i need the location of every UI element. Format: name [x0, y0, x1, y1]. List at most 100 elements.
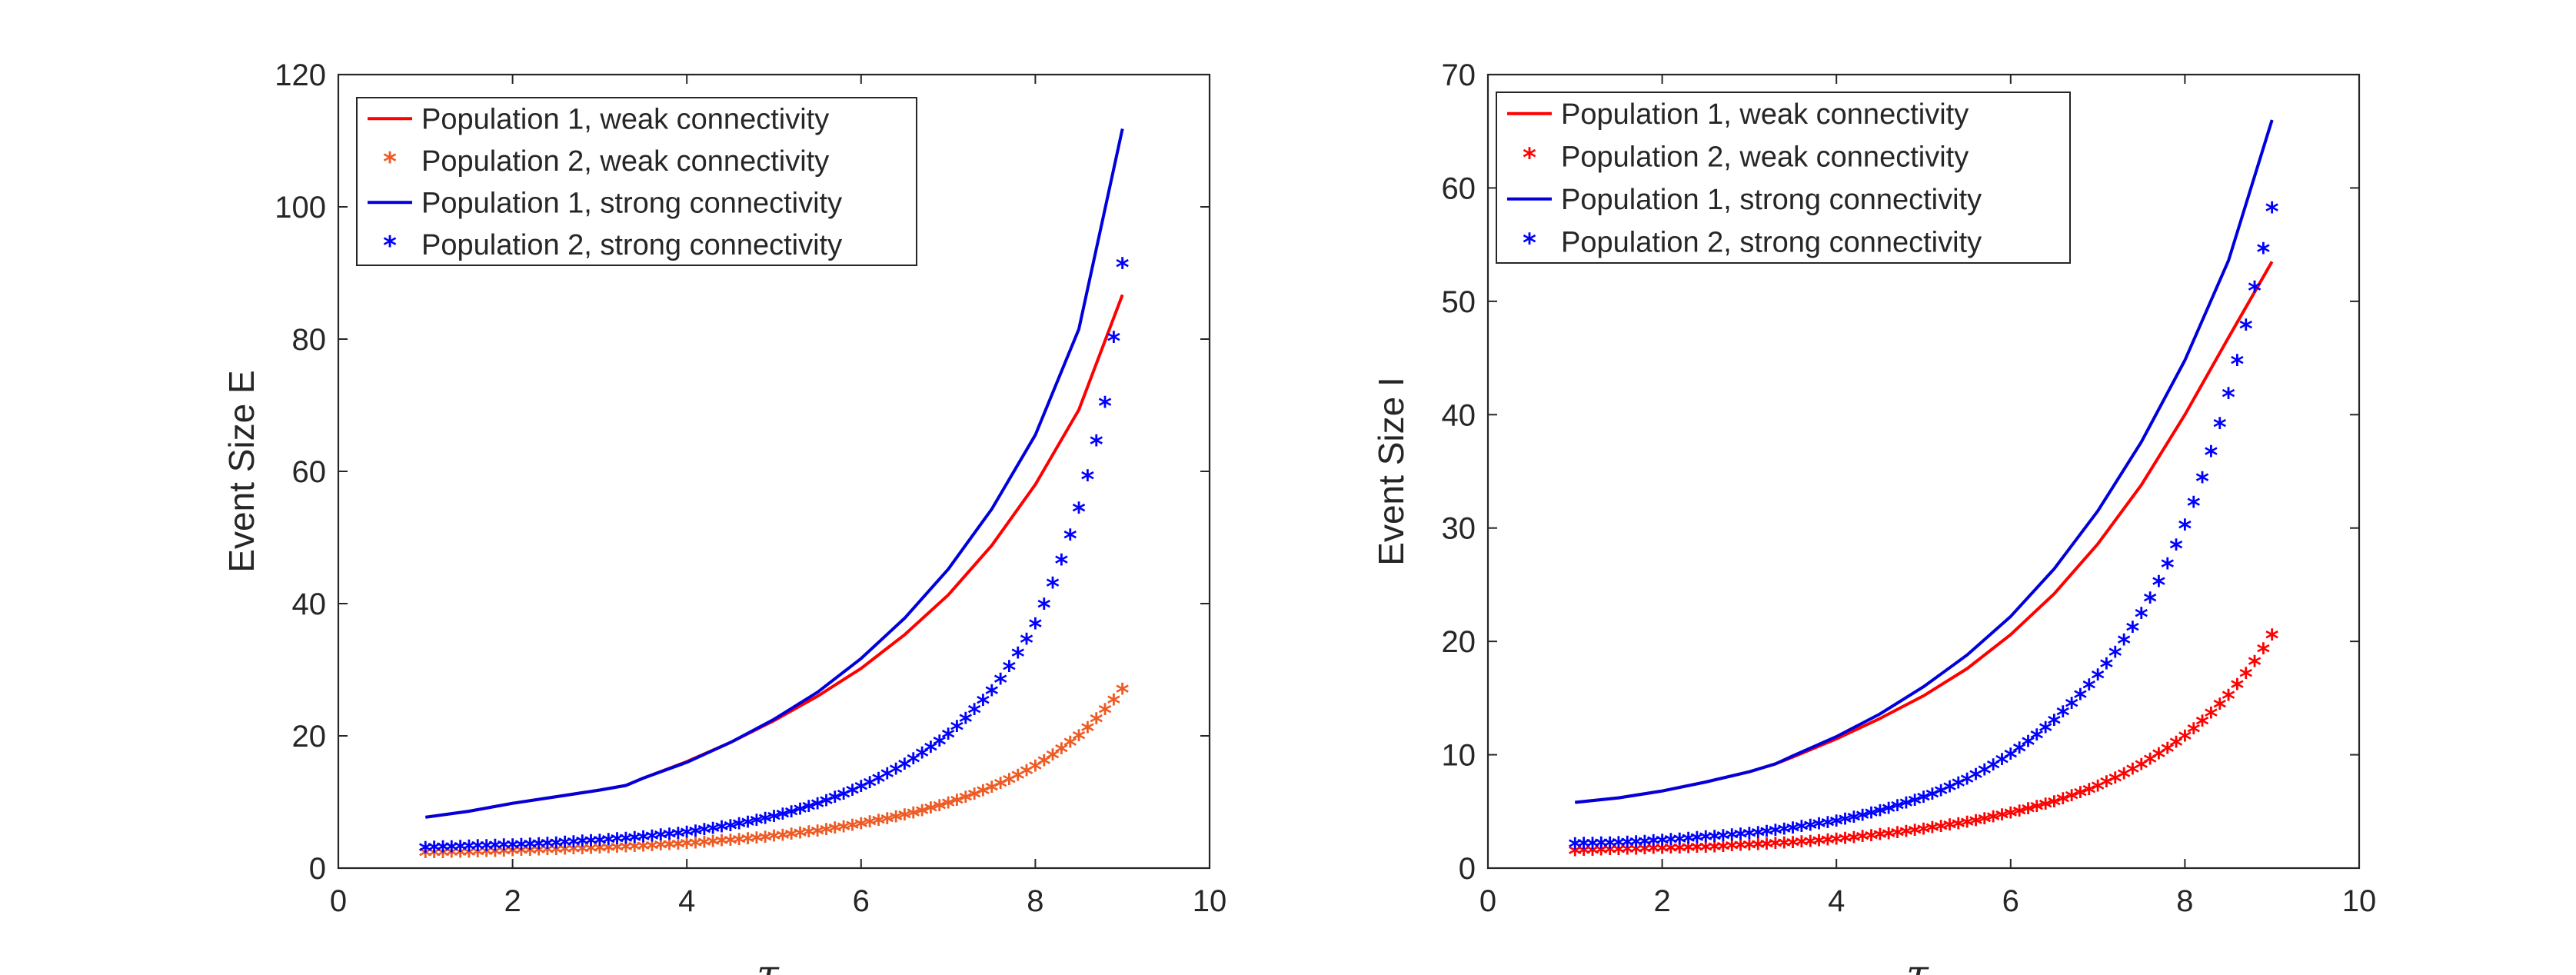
- series-point-0-1-8: *: [488, 840, 502, 871]
- series-point-1-3-28: *: [1812, 813, 1826, 844]
- series-point-0-3-71: *: [1037, 594, 1051, 624]
- series-point-1-1-61: *: [2100, 771, 2114, 802]
- series-point-1-3-5: *: [1612, 832, 1626, 863]
- series-point-0-1-14: *: [541, 839, 554, 870]
- series-point-1-1-60: *: [2091, 775, 2105, 806]
- series-point-1-1-14: *: [1690, 837, 1704, 867]
- series-point-0-3-73: *: [1054, 549, 1068, 580]
- x-tick-label-1-1: 2: [1653, 884, 1670, 918]
- y-axis-label-1: Event Size I: [1371, 377, 1411, 565]
- series-point-1-3-47: *: [1978, 759, 1992, 790]
- series-point-0-1-78: *: [1098, 699, 1112, 730]
- series-point-1-3-19: *: [1734, 824, 1748, 854]
- series-point-0-1-47: *: [828, 817, 842, 848]
- y-tick-label-1-4: 40: [1442, 398, 1476, 432]
- series-point-0-3-22: *: [611, 828, 624, 859]
- series-point-0-1-17: *: [567, 838, 581, 869]
- series-point-0-1-72: *: [1046, 744, 1060, 774]
- series-point-1-3-17: *: [1716, 824, 1730, 855]
- legend-swatch-0-1: *: [383, 147, 397, 178]
- legend-label-0-1: Population 2, weak connectivity: [421, 145, 829, 178]
- series-point-1-1-25: *: [1786, 832, 1800, 863]
- series-point-1-3-24: *: [1777, 818, 1791, 849]
- series-point-1-1-48: *: [1986, 806, 2000, 837]
- series-point-0-1-2: *: [436, 841, 450, 872]
- series-point-0-3-19: *: [584, 830, 598, 860]
- series-point-0-3-17: *: [567, 830, 581, 861]
- series-point-1-3-38: *: [1899, 792, 1913, 823]
- series-point-0-1-38: *: [750, 827, 764, 857]
- series-point-1-1-56: *: [2056, 788, 2070, 819]
- series-point-1-3-20: *: [1742, 823, 1756, 854]
- series-point-1-1-45: *: [1960, 811, 1974, 842]
- series-point-1-1-72: *: [2195, 710, 2209, 740]
- series-point-0-1-36: *: [732, 828, 746, 859]
- series-point-0-1-57: *: [915, 800, 929, 830]
- series-point-0-1-28: *: [663, 834, 677, 864]
- series-point-0-3-31: *: [689, 820, 703, 850]
- series-point-0-1-9: *: [497, 840, 511, 870]
- series-point-1-1-18: *: [1725, 835, 1739, 866]
- series-point-0-1-18: *: [575, 837, 589, 868]
- series-point-1-3-73: *: [2204, 441, 2218, 471]
- series-point-1-3-29: *: [1821, 811, 1835, 842]
- series-point-1-1-52: *: [2022, 798, 2035, 829]
- series-point-1-3-68: *: [2161, 553, 2175, 584]
- series-point-1-1-29: *: [1821, 829, 1835, 860]
- series-point-1-1-2: *: [1586, 839, 1599, 870]
- series-point-0-1-30: *: [680, 833, 694, 864]
- series-point-0-1-37: *: [741, 827, 755, 858]
- series-point-0-3-10: *: [506, 834, 520, 864]
- series-point-1-1-57: *: [2065, 785, 2078, 816]
- series-point-0-1-43: *: [794, 822, 807, 853]
- x-tick-label-1-3: 6: [2002, 884, 2019, 918]
- series-point-0-1-35: *: [724, 829, 737, 860]
- series-point-0-1-74: *: [1063, 731, 1077, 762]
- series-point-1-1-80: *: [2265, 624, 2279, 655]
- series-point-0-1-80: *: [1116, 678, 1130, 709]
- series-point-0-3-61: *: [950, 716, 964, 747]
- series-point-0-3-42: *: [784, 800, 798, 831]
- y-tick-label-0-2: 40: [292, 587, 327, 621]
- series-point-0-1-3: *: [444, 841, 458, 872]
- series-point-1-1-9: *: [1646, 837, 1660, 868]
- series-point-0-3-20: *: [593, 829, 607, 860]
- series-point-1-1-39: *: [1908, 819, 1922, 850]
- series-point-1-3-18: *: [1725, 824, 1739, 855]
- series-point-1-3-80: *: [2265, 197, 2279, 228]
- y-tick-label-1-7: 70: [1442, 58, 1476, 92]
- series-point-1-3-66: *: [2143, 587, 2157, 617]
- series-point-1-3-76: *: [2230, 350, 2244, 381]
- x-axis-label-sub-1: I: [1936, 973, 1944, 975]
- series-point-0-3-24: *: [627, 827, 641, 857]
- series-point-1-1-55: *: [2048, 790, 2062, 821]
- series-point-0-3-40: *: [767, 805, 781, 836]
- series-point-0-3-41: *: [776, 803, 790, 834]
- series-point-1-3-54: *: [2039, 717, 2052, 747]
- series-point-1-1-42: *: [1934, 815, 1948, 846]
- series-point-1-1-37: *: [1891, 821, 1905, 852]
- y-tick-label-1-6: 60: [1442, 171, 1476, 205]
- series-point-1-1-79: *: [2256, 637, 2270, 668]
- series-point-1-3-22: *: [1760, 820, 1774, 851]
- series-point-0-1-29: *: [671, 833, 685, 864]
- series-point-1-1-15: *: [1699, 836, 1712, 867]
- series-point-1-1-65: *: [2135, 754, 2148, 784]
- series-point-0-3-51: *: [863, 771, 877, 802]
- series-point-0-3-14: *: [541, 832, 554, 863]
- series-point-0-1-59: *: [933, 795, 947, 826]
- series-point-1-1-5: *: [1612, 838, 1626, 869]
- series-point-0-3-67: *: [1003, 656, 1017, 687]
- series-point-1-1-28: *: [1812, 830, 1826, 860]
- series-point-1-3-21: *: [1751, 821, 1765, 852]
- series-point-1-3-3: *: [1594, 832, 1608, 863]
- series-point-0-3-63: *: [967, 699, 981, 730]
- series-point-0-1-73: *: [1054, 738, 1068, 769]
- series-point-0-1-4: *: [454, 841, 468, 872]
- series-point-1-1-38: *: [1899, 820, 1913, 851]
- series-point-0-1-24: *: [627, 836, 641, 867]
- series-point-1-1-63: *: [2117, 763, 2131, 794]
- series-point-0-3-35: *: [724, 814, 737, 845]
- series-point-1-3-70: *: [2178, 514, 2192, 545]
